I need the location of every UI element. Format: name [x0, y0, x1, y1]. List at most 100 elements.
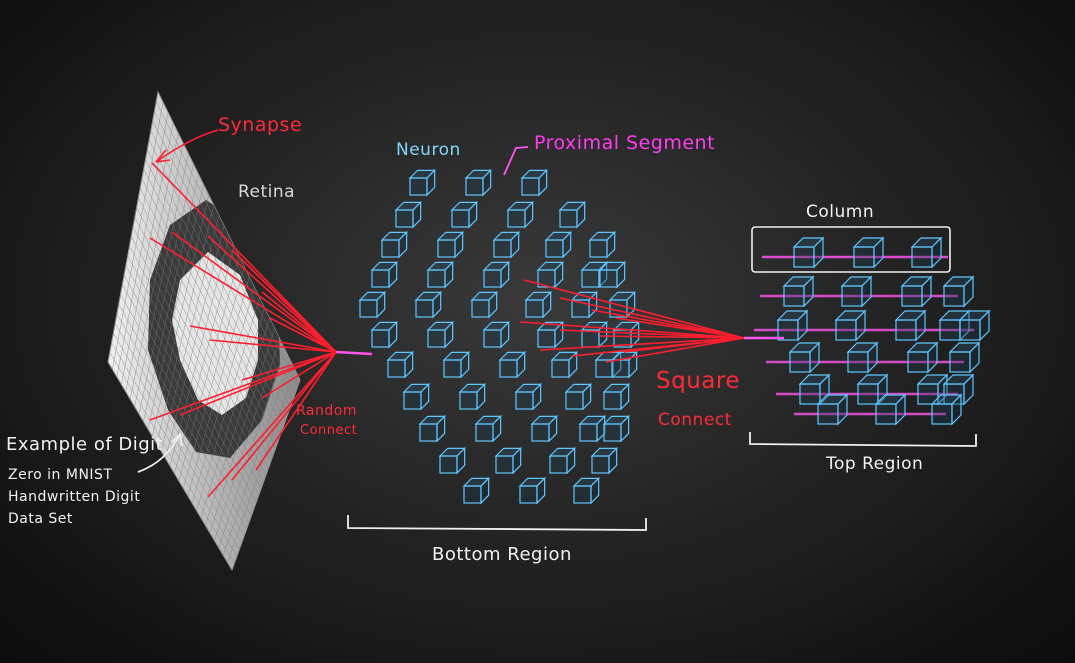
synapse-pointer: [155, 129, 219, 163]
square-connect-line: [615, 317, 745, 339]
neuron-cube: [482, 320, 511, 349]
neuron-cube: [578, 414, 607, 443]
neuron-cube: [474, 414, 503, 443]
neuron-cube: [498, 350, 527, 379]
neuron-cube: [598, 260, 627, 289]
neuron-cube: [856, 373, 889, 406]
neuron-cube: [834, 309, 867, 342]
random-label: Random: [296, 403, 357, 419]
neuron-cube: [942, 373, 975, 406]
neuron-cube: [386, 350, 415, 379]
synapse-line: [189, 325, 337, 353]
neuron-cube: [530, 414, 559, 443]
synapse-line: [255, 351, 337, 471]
neuron-cube: [426, 320, 455, 349]
bottom-region-bracket: [347, 515, 647, 531]
neuron-cube: [442, 350, 471, 379]
synapse-label: Synapse: [218, 114, 303, 136]
square-connect-line: [605, 337, 745, 363]
neuron-cube: [610, 350, 639, 379]
neuron-cube: [514, 382, 543, 411]
neuron-cube: [548, 446, 577, 475]
neuron-cube: [846, 341, 879, 374]
neuron-cube: [370, 260, 399, 289]
column-box: [751, 226, 951, 273]
neuron-cube: [906, 341, 939, 374]
neuron-cube: [958, 309, 991, 342]
digit-caption-line1: Example of Digit: [6, 434, 164, 455]
neuron-cube: [494, 446, 523, 475]
synapse-line: [207, 351, 337, 498]
bottom-region-neurons: [320, 168, 641, 505]
neuron-cube: [462, 476, 491, 505]
neuron-cube: [948, 341, 981, 374]
synapse-line: [241, 351, 337, 381]
synapse-line: [269, 317, 337, 353]
neuron-label: Neuron: [396, 140, 461, 160]
neuron-cube: [602, 382, 631, 411]
neuron-cube: [482, 260, 511, 289]
digit-caption-line3: Handwritten Digit: [8, 489, 141, 505]
synapse-line: [231, 351, 337, 481]
neuron-cube: [900, 275, 933, 308]
neuron-cube: [536, 260, 565, 289]
square-connect-line: [559, 297, 745, 339]
neuron-cube: [874, 393, 907, 426]
column-neuron-cube: [852, 236, 885, 269]
neuron-cube: [782, 275, 815, 308]
synapse-line: [179, 351, 337, 416]
square-connect-line: [623, 337, 745, 353]
square-connect-line: [519, 321, 745, 339]
neuron-cube: [916, 373, 949, 406]
neuron-cube: [776, 309, 809, 342]
neuron-cube: [602, 414, 631, 443]
neuron-cube: [816, 393, 849, 426]
square-connect-label: Connect: [658, 410, 732, 430]
neuron-cube: [788, 341, 821, 374]
top-region-bracket: [749, 432, 977, 447]
digit-caption-line4: Data Set: [8, 511, 73, 527]
neuron-cube: [550, 350, 579, 379]
synapse-line: [171, 231, 337, 353]
column-label: Column: [806, 202, 875, 222]
neuron-cube: [564, 382, 593, 411]
synapse-line: [209, 339, 337, 353]
neuron-cube: [492, 230, 521, 259]
neuron-cube: [798, 373, 831, 406]
synapse-line: [207, 235, 337, 353]
neuron-cube: [438, 446, 467, 475]
neuron-cube: [938, 309, 971, 342]
neuron-cube: [594, 350, 623, 379]
neuron-cube: [358, 290, 387, 319]
square-connect-line: [539, 337, 745, 351]
neuron-cube: [524, 290, 553, 319]
retina-label: Retina: [238, 182, 296, 202]
synapse-line: [149, 351, 337, 421]
digit-pointer: [137, 433, 181, 473]
square-connect-line: [523, 279, 745, 339]
neuron-cube: [380, 230, 409, 259]
neuron-cube: [418, 414, 447, 443]
synapse-line: [261, 351, 337, 399]
neuron-cube: [544, 230, 573, 259]
square-connect-line: [559, 329, 745, 339]
synapse-line: [261, 291, 337, 353]
neuron-cube: [518, 476, 547, 505]
random-connect-lines: [149, 162, 373, 498]
neuron-cube: [612, 320, 641, 349]
neuron-cube: [840, 275, 873, 308]
neuron-cube: [458, 382, 487, 411]
square-connect-line: [599, 335, 745, 339]
neuron-cube: [506, 200, 535, 229]
neuron-cube: [402, 382, 431, 411]
proximal-segment-pointer: [503, 146, 529, 176]
neuron-cube: [572, 476, 601, 505]
neuron-cube: [536, 320, 565, 349]
neuron-cube: [558, 200, 587, 229]
column-neuron-cube: [792, 236, 825, 269]
bottom-region-label: Bottom Region: [432, 544, 572, 565]
neuron-cube: [588, 230, 617, 259]
synapse-line: [149, 237, 337, 353]
synapse-line: [243, 261, 337, 353]
